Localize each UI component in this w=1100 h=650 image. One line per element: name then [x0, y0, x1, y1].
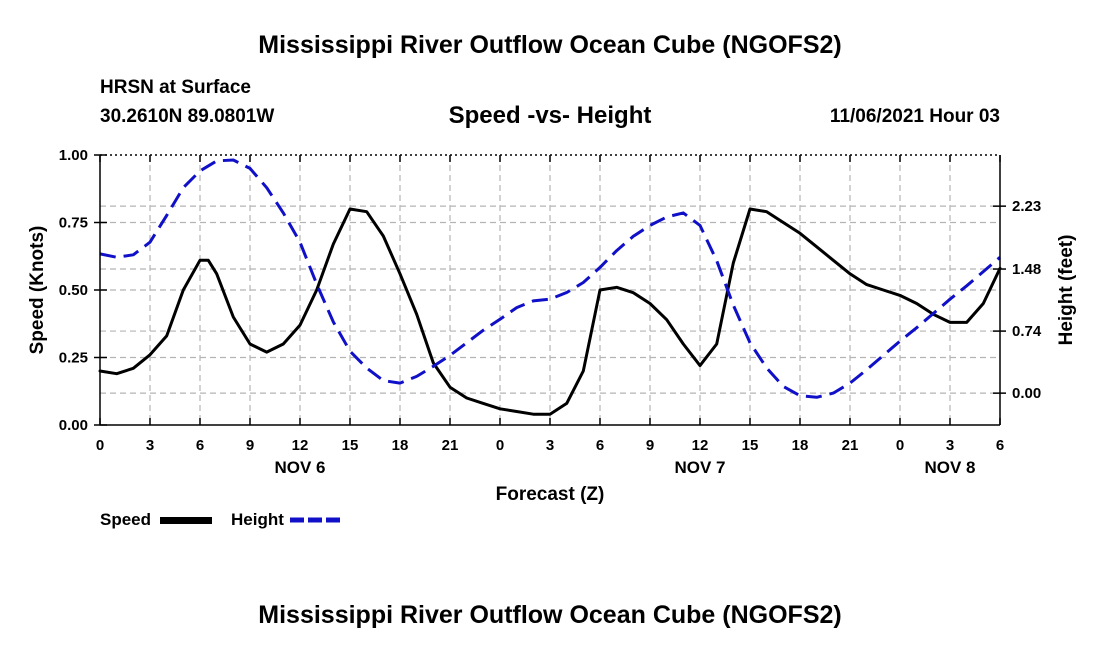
x-tick-label: 3: [546, 437, 554, 454]
x-tick-label: 3: [946, 437, 954, 454]
x-tick-label: 21: [842, 437, 859, 454]
grid: [100, 154, 1000, 425]
x-tick-label: 15: [342, 437, 359, 454]
y-right-tick-label: 1.48: [1012, 261, 1041, 278]
x-tick-label: 12: [692, 437, 709, 454]
forecast-datetime: 11/06/2021 Hour 03: [829, 106, 1000, 127]
date-label: NOV 8: [924, 458, 975, 477]
x-tick-label: 0: [896, 437, 904, 454]
y-left-tick-label: 0.00: [59, 417, 88, 434]
legend-speed-swatch: [160, 517, 212, 524]
x-tick-label: 18: [392, 437, 409, 454]
y-right-tick-label: 2.23: [1012, 198, 1041, 215]
y-left-tick-label: 0.25: [59, 350, 88, 367]
y-left-tick-label: 0.50: [59, 282, 88, 299]
x-tick-label: 18: [792, 437, 809, 454]
x-tick-label: 0: [496, 437, 504, 454]
x-tick-label: 6: [596, 437, 604, 454]
legend-speed-label: Speed: [100, 510, 152, 529]
x-tick-label: 12: [292, 437, 309, 454]
station-label: HRSN at Surface: [100, 77, 251, 98]
station-coords: 30.2610N 89.0801W: [100, 106, 275, 127]
x-tick-label: 6: [996, 437, 1004, 454]
chart-title: Mississippi River Outflow Ocean Cube (NG…: [258, 31, 842, 59]
date-label: NOV 7: [674, 458, 725, 477]
footer-title: Mississippi River Outflow Ocean Cube (NG…: [258, 601, 842, 629]
chart-subtitle: Speed -vs- Height: [448, 102, 652, 129]
y-axis-right-label: Height (feet): [1056, 235, 1077, 346]
x-tick-label: 0: [96, 437, 104, 454]
x-tick-label: 9: [646, 437, 654, 454]
x-tick-label: 6: [196, 437, 204, 454]
legend-height-swatch: [290, 517, 344, 523]
x-tick-label: 3: [146, 437, 154, 454]
x-tick-label: 9: [246, 437, 254, 454]
height-series-line: [99, 158, 1001, 399]
series: [98, 158, 1002, 416]
legend-height-label: Height: [231, 510, 284, 529]
y-right-tick-label: 0.74: [1012, 323, 1042, 340]
x-tick-label: 21: [442, 437, 459, 454]
speed-series-line: [98, 207, 1002, 416]
y-left-tick-label: 1.00: [59, 147, 88, 164]
y-axis-left-label: Speed (Knots): [27, 226, 48, 355]
y-left-tick-label: 0.75: [59, 215, 88, 232]
x-tick-label: 15: [742, 437, 759, 454]
x-axis-label: Forecast (Z): [496, 484, 605, 505]
axes: 0 3 6 9 12 15 18 21 0 3 6 9 12 15 18 21 0 3 6 NOV 6 NOV 7 NOV…: [59, 147, 1042, 477]
y-right-tick-label: 0.00: [1012, 385, 1041, 402]
date-label: NOV 6: [274, 458, 325, 477]
